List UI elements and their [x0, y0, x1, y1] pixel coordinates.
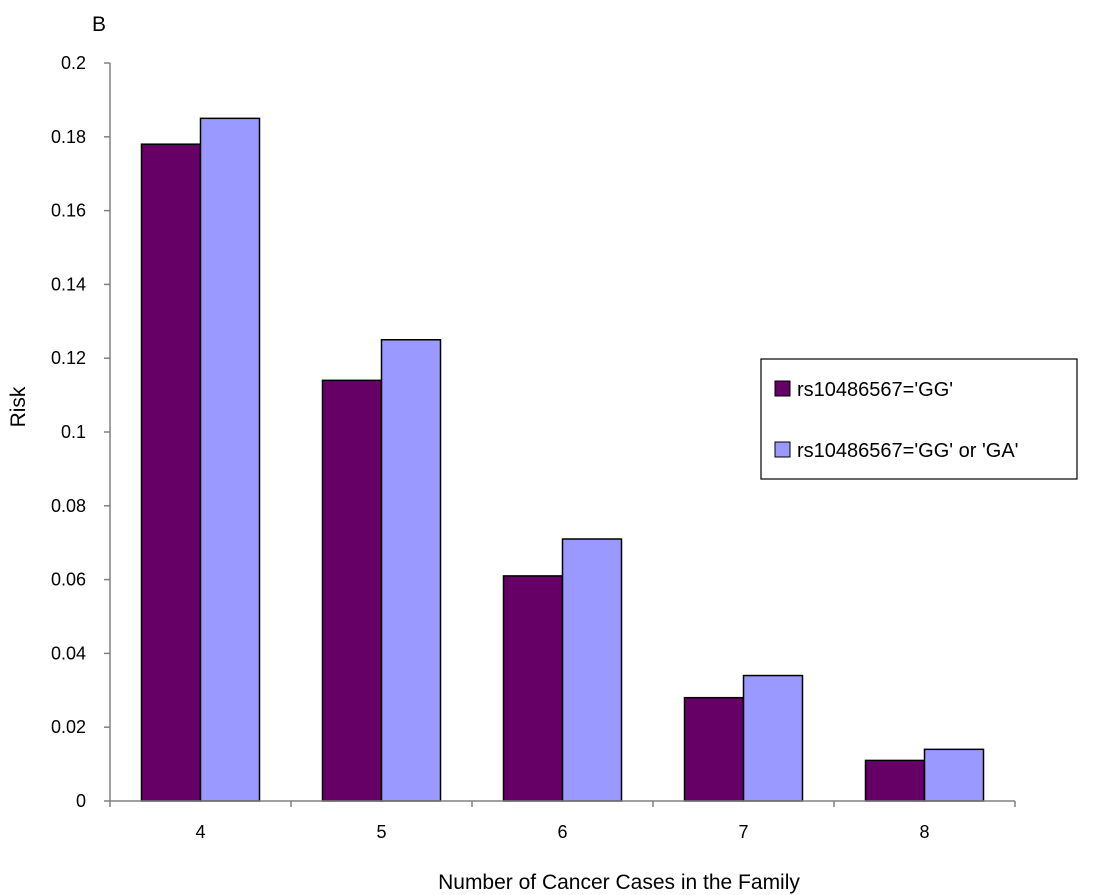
- x-tick-label: 7: [738, 822, 748, 842]
- legend-swatch-gg-or-ga: [774, 441, 791, 458]
- legend-swatch-gg: [774, 380, 791, 397]
- y-axis-ticks: 0 0.02 0.04 0.06 0.08 0.1 0.12 0.14 0.16 0.18 0.2: [51, 53, 110, 811]
- bar-series-2-category-6: [561, 538, 623, 802]
- y-tick-label: 0.04: [51, 643, 86, 663]
- x-tick-label: 5: [376, 822, 386, 842]
- x-tick-label: 4: [195, 822, 205, 842]
- y-tick-label: 0.06: [51, 570, 86, 590]
- y-tick-label: 0.12: [51, 348, 86, 368]
- bar-series-1-category-6: [502, 575, 564, 802]
- bar-series-2-category-8: [923, 748, 985, 802]
- x-tick-label: 6: [557, 822, 567, 842]
- y-tick-label: 0.18: [51, 127, 86, 147]
- bar-series-1-category-7: [683, 696, 745, 802]
- y-axis-title: Risk: [7, 386, 30, 427]
- bar-series-1-category-4: [140, 143, 202, 802]
- bar-series-2-category-4: [199, 117, 261, 802]
- y-tick-label: 0: [76, 791, 86, 811]
- legend-box: [760, 358, 1078, 480]
- y-tick-label: 0.2: [61, 53, 86, 73]
- y-tick-label: 0.14: [51, 274, 86, 294]
- legend-label-gg-or-ga: rs10486567='GG' or 'GA': [797, 440, 1019, 462]
- bar-series-2-category-7: [742, 674, 804, 802]
- x-axis-title: Number of Cancer Cases in the Family: [438, 871, 800, 894]
- legend-label-gg: rs10486567='GG': [797, 379, 953, 401]
- legend: rs10486567='GG' rs10486567='GG' or 'GA': [760, 358, 1078, 480]
- bar-series-1-category-5: [321, 379, 383, 802]
- x-axis-ticks: 4 5 6 7 8: [109, 801, 1016, 842]
- y-tick-label: 0.16: [51, 201, 86, 221]
- bar-series-2-category-5: [380, 339, 442, 802]
- y-tick-label: 0.1: [61, 422, 86, 442]
- x-tick-label: 8: [919, 822, 929, 842]
- panel-label: B: [92, 13, 106, 36]
- y-tick-label: 0.02: [51, 717, 86, 737]
- bars: [140, 117, 985, 802]
- y-tick-label: 0.08: [51, 496, 86, 516]
- bar-series-1-category-8: [864, 759, 926, 802]
